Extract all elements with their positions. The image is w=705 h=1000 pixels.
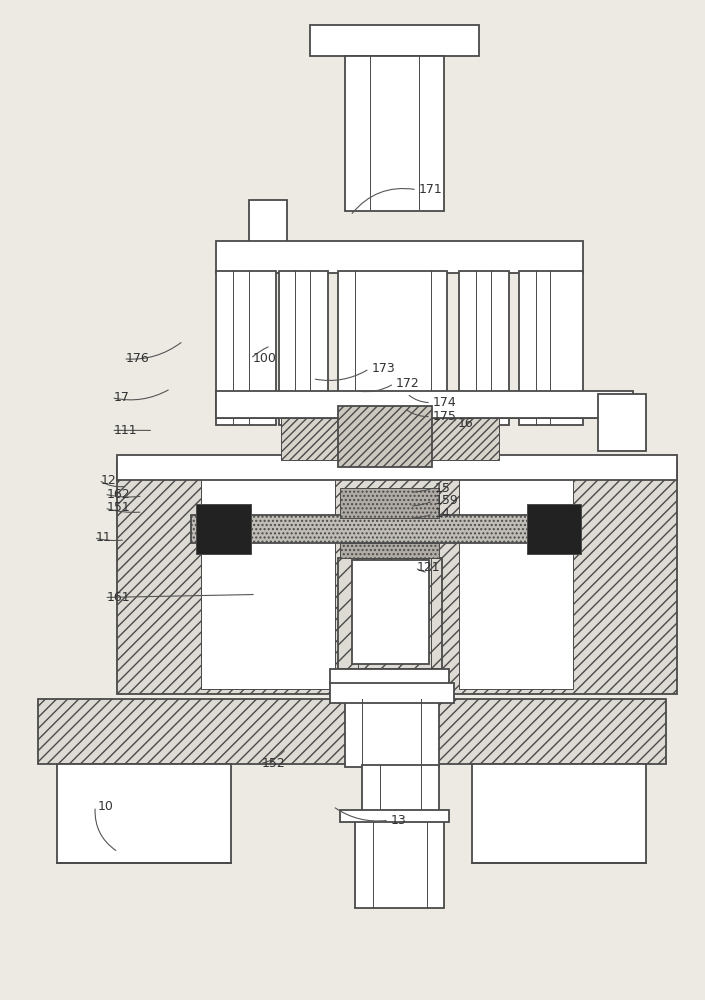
Bar <box>431 418 499 460</box>
Bar <box>345 56 444 211</box>
Text: 11: 11 <box>96 531 111 544</box>
Text: 151: 151 <box>106 501 130 514</box>
Text: 152: 152 <box>262 757 286 770</box>
Text: 174: 174 <box>433 396 457 409</box>
Bar <box>201 460 335 689</box>
Bar <box>117 455 678 480</box>
Bar <box>352 560 429 664</box>
Bar <box>340 488 439 518</box>
Text: 111: 111 <box>114 424 137 437</box>
Text: 17: 17 <box>114 391 129 404</box>
Bar <box>527 504 581 554</box>
Bar <box>201 465 335 689</box>
Bar <box>216 271 276 425</box>
Text: 172: 172 <box>396 377 419 390</box>
Bar <box>362 765 439 820</box>
Bar <box>310 25 479 56</box>
Bar <box>345 699 439 767</box>
Bar <box>338 406 432 467</box>
Text: 14: 14 <box>435 507 450 520</box>
Text: 176: 176 <box>125 352 149 365</box>
Bar <box>201 460 335 689</box>
Text: 15: 15 <box>435 482 451 495</box>
Bar <box>216 241 583 273</box>
Bar <box>281 418 358 460</box>
Text: 16: 16 <box>458 417 473 430</box>
Bar <box>57 764 231 863</box>
Bar <box>196 504 251 554</box>
Bar <box>37 699 666 764</box>
Text: 159: 159 <box>435 494 459 507</box>
Text: 171: 171 <box>419 183 443 196</box>
Bar <box>355 818 444 908</box>
Bar <box>340 810 449 822</box>
Text: 162: 162 <box>106 488 130 501</box>
Text: 121: 121 <box>417 561 441 574</box>
Bar <box>249 200 286 244</box>
Bar <box>338 558 442 669</box>
Bar <box>459 271 509 425</box>
Text: 10: 10 <box>97 800 113 813</box>
Bar <box>598 394 646 451</box>
Text: 175: 175 <box>433 410 457 423</box>
Text: 173: 173 <box>372 362 395 375</box>
Bar <box>330 669 449 684</box>
Bar <box>519 271 583 425</box>
Text: 100: 100 <box>252 352 276 365</box>
Bar <box>216 391 633 418</box>
Bar <box>338 271 447 415</box>
Text: 13: 13 <box>391 814 407 827</box>
Bar <box>191 515 578 543</box>
Text: 161: 161 <box>106 591 130 604</box>
Bar <box>472 764 646 863</box>
Bar <box>330 683 454 703</box>
Bar <box>117 460 678 694</box>
Bar <box>459 465 573 689</box>
Bar <box>340 543 439 558</box>
Text: 12: 12 <box>101 474 116 487</box>
Bar <box>278 271 329 425</box>
